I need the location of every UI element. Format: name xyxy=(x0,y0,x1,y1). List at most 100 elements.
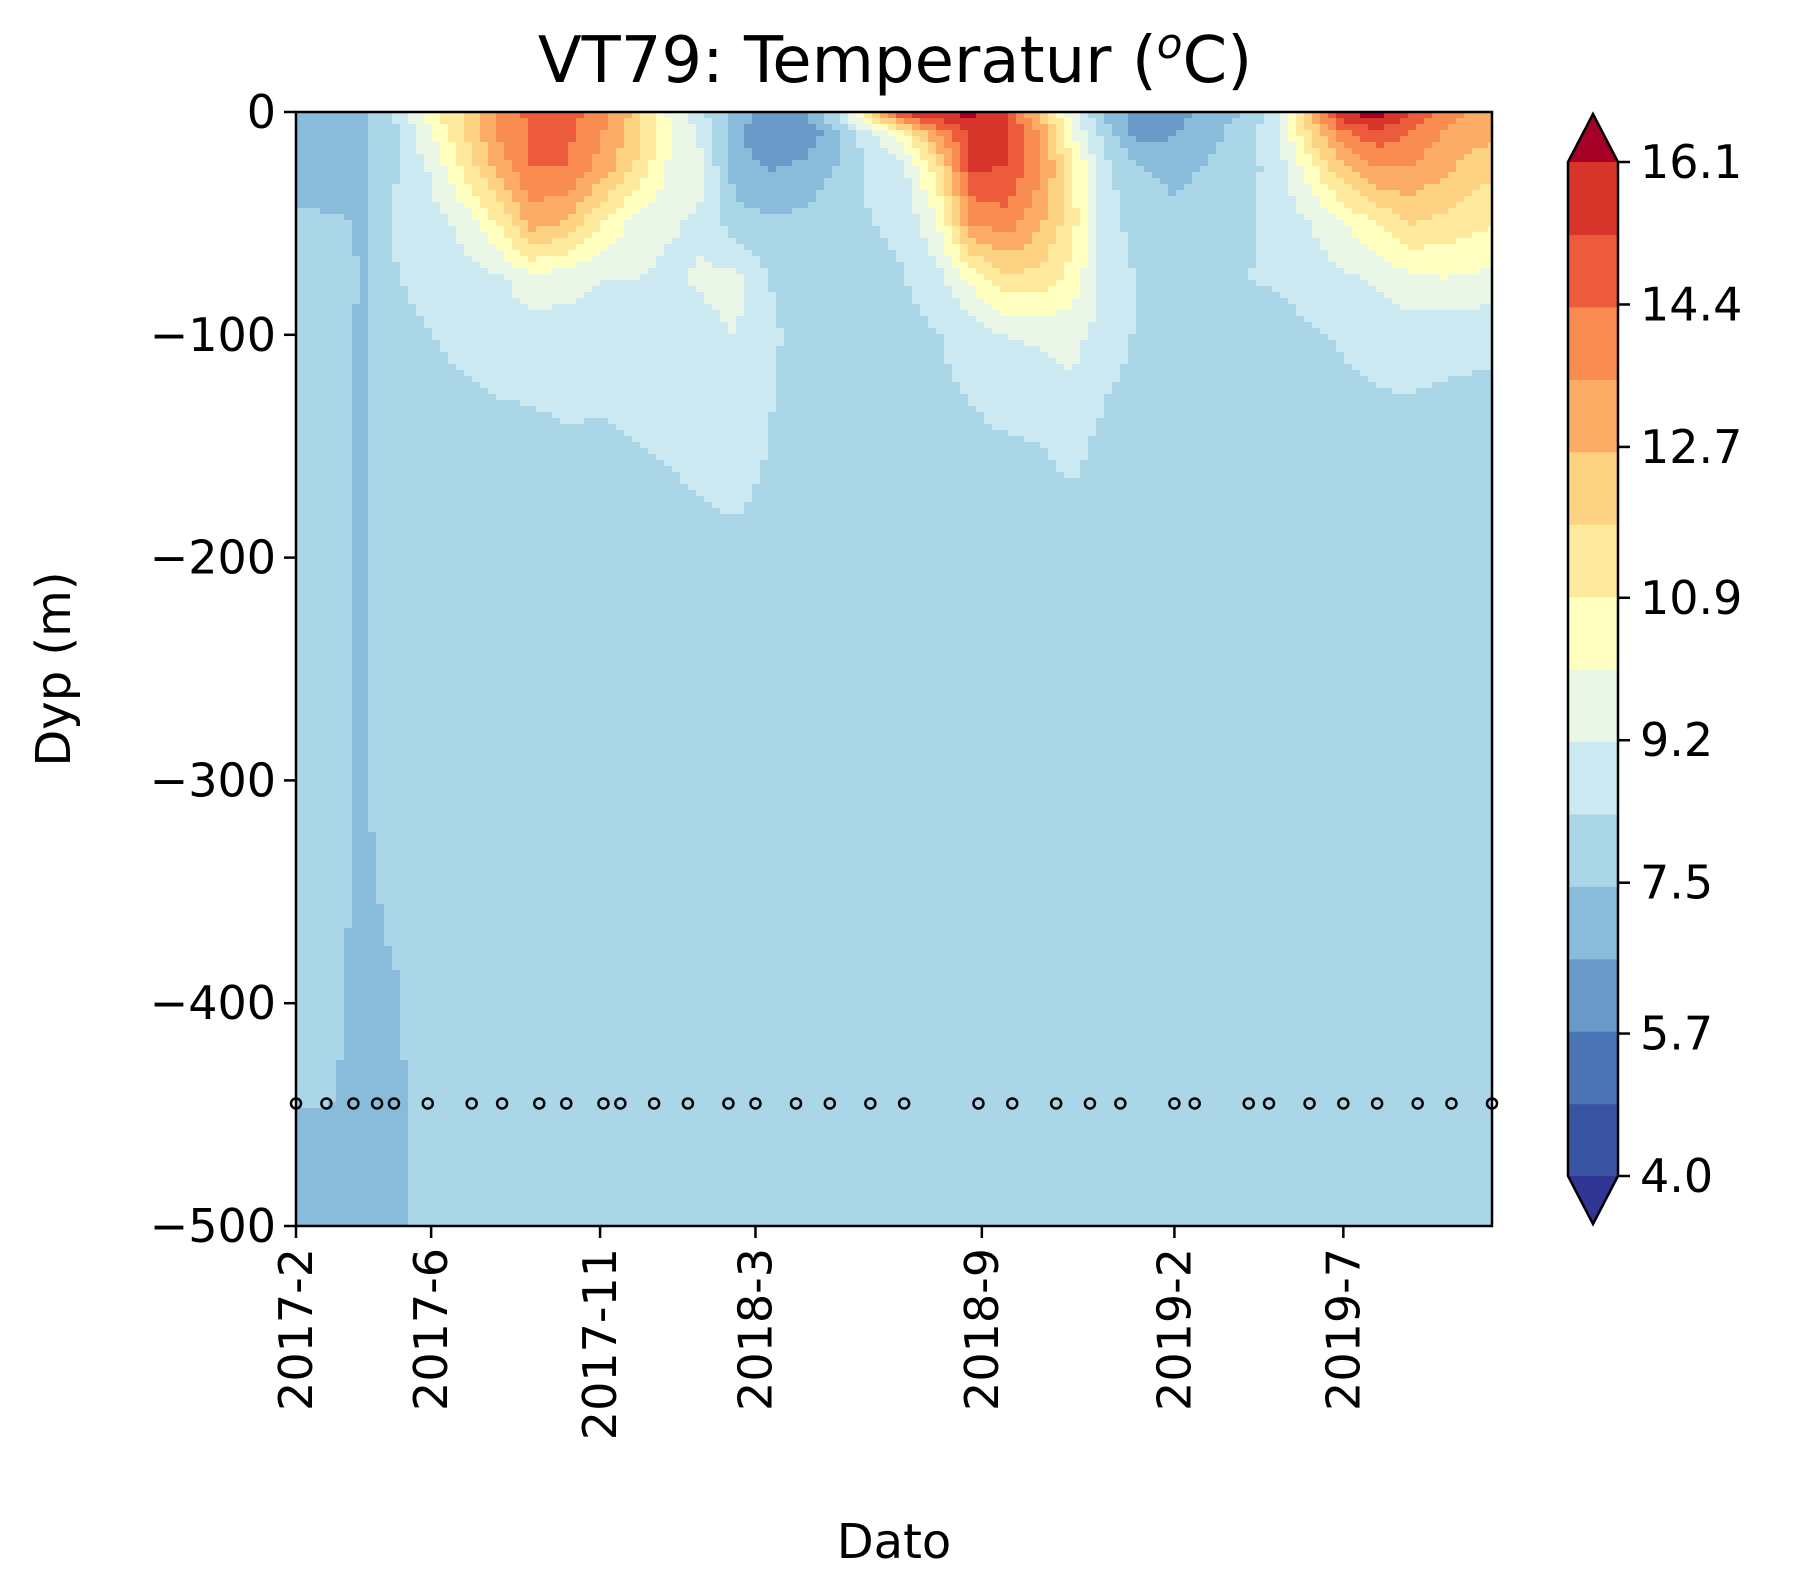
field-cell xyxy=(1296,238,1305,245)
field-cell xyxy=(992,274,1001,281)
field-cell xyxy=(768,238,777,245)
field-cell xyxy=(304,268,313,275)
field-cell xyxy=(296,190,305,197)
field-cell xyxy=(1384,178,1393,185)
field-cell xyxy=(1432,178,1441,185)
field-cell xyxy=(1208,118,1217,125)
field-cell xyxy=(432,154,441,161)
field-cell xyxy=(320,190,329,197)
field-cell xyxy=(728,226,737,233)
field-cell xyxy=(864,118,873,125)
field-cell xyxy=(568,298,577,305)
field-cell xyxy=(1328,148,1337,155)
field-cell xyxy=(464,118,473,125)
field-cell xyxy=(392,166,401,173)
field-cell xyxy=(992,304,1001,311)
field-cell xyxy=(624,286,633,293)
field-cell xyxy=(968,238,977,245)
field-cell xyxy=(528,298,537,305)
field-cell xyxy=(416,274,425,281)
field-cell xyxy=(1000,190,1009,197)
field-cell xyxy=(456,196,465,203)
field-cell xyxy=(1248,274,1257,281)
field-cell xyxy=(744,184,753,191)
field-cell xyxy=(1080,238,1089,245)
field-cell xyxy=(944,232,953,239)
field-cell xyxy=(1096,154,1105,161)
field-cell xyxy=(1288,160,1297,167)
field-cell xyxy=(408,172,417,179)
field-cell xyxy=(768,208,777,215)
field-cell xyxy=(584,304,593,311)
field-cell xyxy=(632,154,641,161)
field-cell xyxy=(1472,214,1481,221)
field-cell xyxy=(888,208,897,215)
field-cell xyxy=(928,214,937,221)
field-cell xyxy=(1104,298,1113,305)
field-cell xyxy=(592,190,601,197)
field-cell xyxy=(808,268,817,275)
field-cell xyxy=(592,280,601,287)
field-cell xyxy=(536,292,545,299)
field-cell xyxy=(328,262,337,269)
field-cell xyxy=(440,298,449,305)
field-cell xyxy=(1480,304,1489,311)
field-cell xyxy=(696,178,705,185)
field-cell xyxy=(448,130,457,137)
field-cell xyxy=(1272,142,1281,149)
field-cell xyxy=(304,292,313,299)
field-cell xyxy=(952,166,961,173)
field-cell xyxy=(1088,172,1097,179)
field-cell xyxy=(856,220,865,227)
field-cell xyxy=(920,178,929,185)
field-cell xyxy=(400,250,409,257)
field-cell xyxy=(912,184,921,191)
field-cell xyxy=(760,202,769,209)
field-cell xyxy=(440,184,449,191)
field-cell xyxy=(552,154,561,161)
field-cell xyxy=(1040,142,1049,149)
field-cell xyxy=(1272,244,1281,251)
field-cell xyxy=(296,298,305,305)
field-cell xyxy=(1160,226,1169,233)
field-cell xyxy=(936,304,945,311)
field-cell xyxy=(504,208,513,215)
field-cell xyxy=(1176,124,1185,131)
field-cell xyxy=(744,202,753,209)
field-cell xyxy=(392,274,401,281)
field-cell xyxy=(1264,202,1273,209)
field-cell xyxy=(312,214,321,221)
field-cell xyxy=(1472,256,1481,263)
field-cell xyxy=(1144,238,1153,245)
field-cell xyxy=(392,298,401,305)
field-cell xyxy=(296,184,305,191)
field-cell xyxy=(432,220,441,227)
field-cell xyxy=(616,118,625,125)
field-cell xyxy=(1432,268,1441,275)
field-cell xyxy=(1128,250,1137,257)
field-cell xyxy=(464,226,473,233)
field-cell xyxy=(632,250,641,257)
field-cell xyxy=(1096,184,1105,191)
field-cell xyxy=(1280,274,1289,281)
field-cell xyxy=(968,226,977,233)
field-cell xyxy=(1336,280,1345,287)
field-cell xyxy=(1304,220,1313,227)
field-cell xyxy=(1216,136,1225,143)
field-cell xyxy=(1000,274,1009,281)
field-cell xyxy=(1296,304,1305,311)
field-cell xyxy=(672,250,681,257)
field-cell xyxy=(1168,226,1177,233)
field-cell xyxy=(1392,304,1401,311)
field-cell xyxy=(824,196,833,203)
field-cell xyxy=(400,118,409,125)
field-cell xyxy=(616,190,625,197)
field-cell xyxy=(1224,256,1233,263)
field-cell xyxy=(552,220,561,227)
field-cell xyxy=(1120,160,1129,167)
field-cell xyxy=(704,220,713,227)
field-cell xyxy=(1176,244,1185,251)
field-cell xyxy=(680,256,689,263)
field-cell xyxy=(880,178,889,185)
field-cell xyxy=(344,232,353,239)
